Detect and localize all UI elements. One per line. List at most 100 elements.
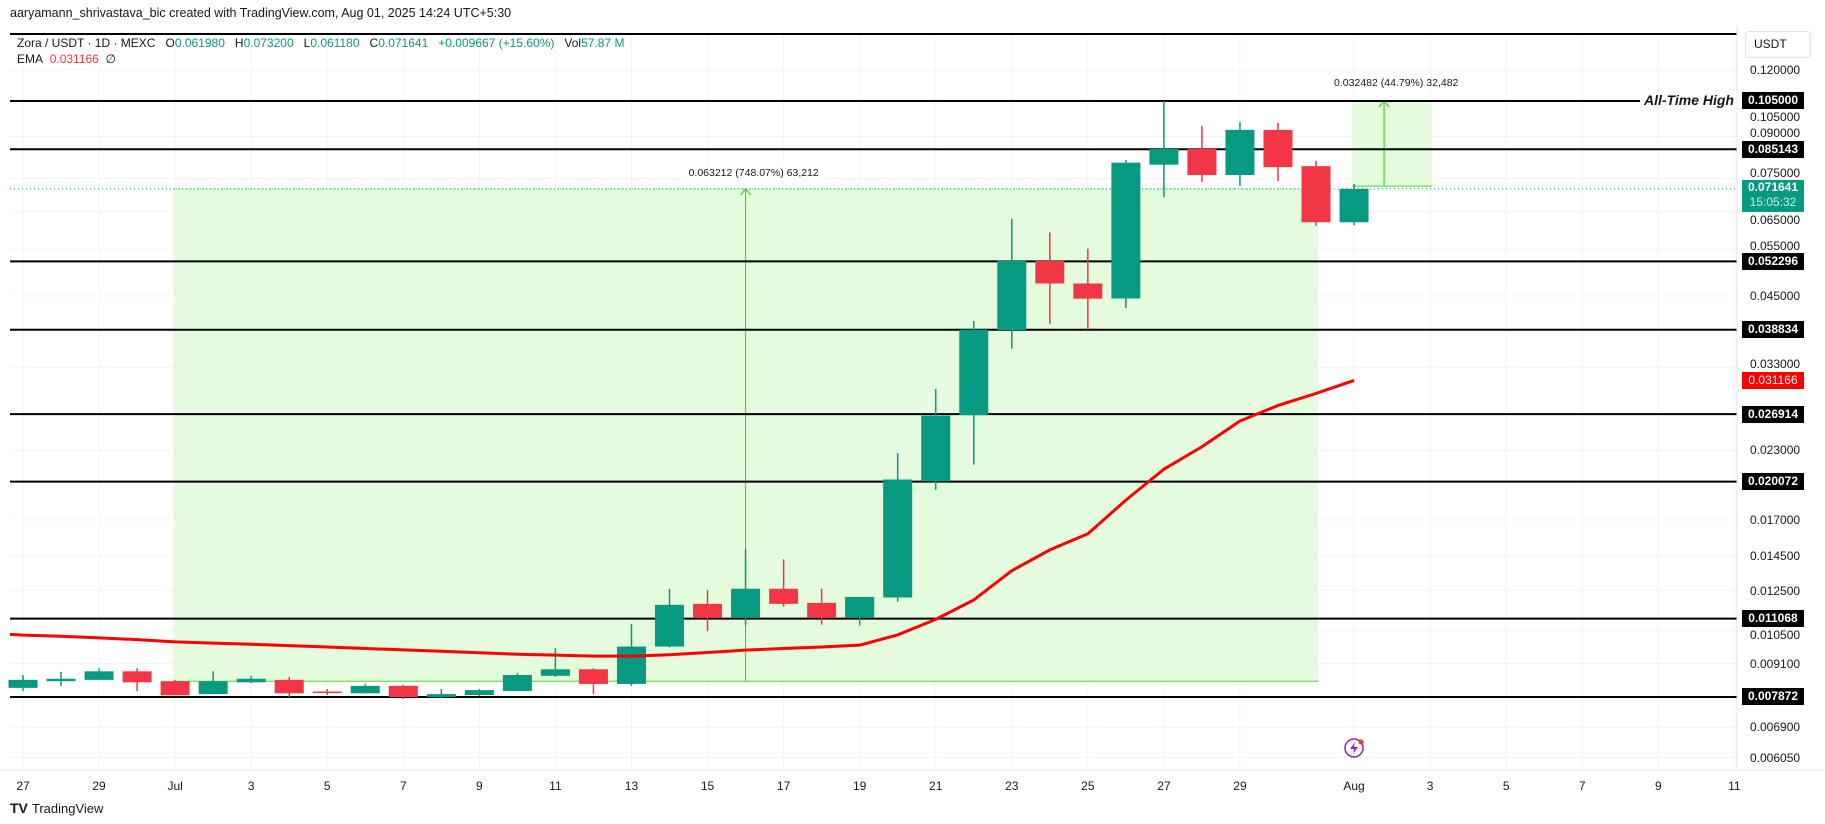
bar-countdown: 15:05:32 (1749, 195, 1797, 210)
price-tick-label: 0.017000 (1750, 512, 1801, 527)
vol-value: 57.87 M (581, 36, 625, 50)
time-tick-label: 23 (1005, 779, 1019, 793)
time-tick-label: 29 (92, 779, 106, 793)
candle-body (616, 646, 646, 684)
time-tick-label: 9 (476, 779, 483, 793)
price-tick-label: 0.090000 (1750, 126, 1801, 141)
symbol-name[interactable]: Zora / USDT · 1D · MEXC (17, 36, 156, 50)
time-tick-label: Aug (1343, 779, 1365, 793)
close-value: 0.071641 (378, 36, 429, 50)
candle-body (1225, 129, 1255, 176)
time-tick-label: Jul (167, 779, 183, 793)
time-tick-label: 7 (1578, 779, 1586, 793)
close-label: C (369, 36, 379, 50)
level-price-label: 0.038834 (1742, 321, 1804, 339)
brand-name: TradingView (31, 800, 104, 816)
ema-hidden-icon[interactable]: ∅ (105, 52, 116, 66)
price-tick-label: 0.120000 (1750, 63, 1801, 78)
level-price-label: 0.026914 (1742, 405, 1804, 423)
tradingview-logo[interactable]: TV TradingView (10, 800, 103, 816)
price-tick-label: 0.033000 (1750, 357, 1801, 372)
candle-body (769, 588, 799, 604)
candle-body (502, 675, 532, 691)
price-tick-label: 0.006900 (1750, 720, 1801, 735)
time-tick-label: 7 (399, 779, 407, 793)
time-tick-label: 29 (1233, 779, 1247, 793)
candle-body (160, 681, 190, 696)
low-value: 0.061180 (310, 36, 360, 50)
candle-body (1035, 260, 1065, 284)
currency-button[interactable]: USDT (1745, 31, 1811, 58)
price-tick-label: 0.105000 (1750, 109, 1801, 124)
candle-body (1263, 129, 1293, 168)
candle-body (426, 694, 456, 698)
candle-body (312, 691, 342, 694)
price-tick-label: 0.055000 (1750, 238, 1801, 253)
candle-body (845, 596, 875, 618)
candle-body (8, 679, 38, 688)
chart-credit: aaryamann_shrivastava_bic created with T… (10, 6, 512, 20)
candle-body (236, 678, 266, 683)
ema-legend[interactable]: EMA 0.031166 ∅ (17, 52, 116, 66)
time-tick-label: 15 (700, 779, 715, 793)
candle-body (464, 690, 494, 695)
candle-body (198, 681, 228, 695)
time-tick-label: 9 (1654, 779, 1662, 793)
time-tick-label: 5 (1502, 779, 1510, 793)
time-tick-label: 11 (1728, 779, 1741, 793)
price-tick-label: 0.045000 (1750, 288, 1801, 303)
time-tick-label: 5 (323, 779, 331, 793)
time-tick-label: 27 (16, 779, 30, 793)
high-label: H (234, 36, 244, 50)
candle-body (540, 669, 570, 676)
measurement-tools[interactable] (173, 100, 1433, 682)
candle-body (1187, 148, 1217, 176)
change-value: +0.009667 (+15.60%) (438, 36, 555, 50)
measure-label: 0.032482 (44.79%) 32,482 (1334, 76, 1459, 89)
price-tick-label: 0.010500 (1750, 627, 1801, 642)
ema-line (9, 378, 1355, 658)
horizontal-levels[interactable] (10, 99, 1737, 698)
open-label: O (165, 36, 175, 50)
price-tick-label: 0.006050 (1750, 750, 1801, 765)
low-label: L (303, 36, 311, 50)
candle-body (655, 604, 685, 647)
candle-body (1111, 162, 1141, 299)
time-tick-label: 21 (929, 779, 943, 793)
candle-body (1339, 188, 1369, 223)
time-tick-label: 11 (549, 779, 562, 793)
time-tick-label: 13 (624, 779, 639, 793)
last-price-label: 0.071641 15:05:32 (1742, 180, 1804, 213)
price-tick-label: 0.023000 (1750, 443, 1801, 458)
level-price-label: 0.052296 (1742, 252, 1804, 270)
price-tick-label: 0.075000 (1750, 166, 1801, 181)
candle-body (959, 329, 989, 416)
tradingview-logo-icon: TV (10, 800, 28, 816)
candle-body (122, 671, 152, 683)
symbol-legend[interactable]: Zora / USDT · 1D · MEXC O0.061980 H0.073… (17, 36, 624, 50)
candle-body (1301, 166, 1331, 223)
level-price-label: 0.105000 (1742, 92, 1804, 110)
price-tick-label: 0.009100 (1750, 656, 1801, 671)
level-price-label: 0.007872 (1742, 688, 1804, 706)
candle-body (388, 685, 418, 698)
vol-label: Vol (564, 36, 582, 50)
time-tick-label: 3 (1426, 779, 1434, 793)
time-tick-label: 25 (1081, 779, 1095, 793)
price-tick-label: 0.012500 (1750, 583, 1801, 598)
level-price-label: 0.085143 (1742, 140, 1804, 158)
time-tick-label: 17 (776, 779, 791, 793)
all-time-high-label: All-Time High (1641, 92, 1737, 108)
ema-value: 0.031166 (49, 52, 99, 66)
time-tick-label: 19 (852, 779, 867, 793)
time-tick-label: 27 (1157, 779, 1171, 793)
measure-label: 0.063212 (748.07%) 63,212 (681, 163, 826, 182)
candle-body (1149, 148, 1179, 165)
level-price-label: 0.020072 (1742, 473, 1804, 491)
level-price-label: 0.011068 (1742, 610, 1804, 628)
last-price-value: 0.071641 (1747, 180, 1799, 195)
lightning-icon[interactable] (1344, 738, 1364, 758)
candle-body (1073, 283, 1103, 299)
ema-price-label: 0.031166 (1742, 371, 1804, 389)
